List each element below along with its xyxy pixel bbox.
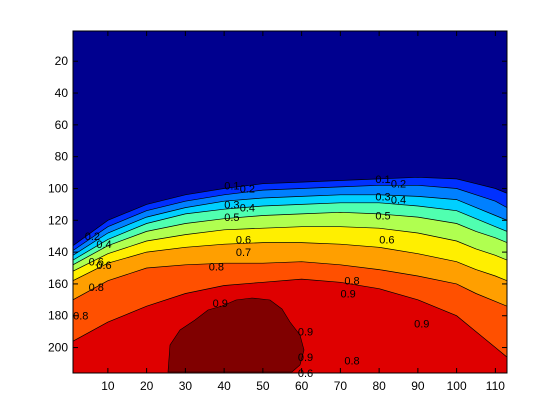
contour-label: 0.4 bbox=[240, 203, 255, 215]
contour-label: 0.3 bbox=[375, 191, 390, 203]
hot-core-region bbox=[167, 297, 305, 373]
plot-frame bbox=[72, 30, 508, 374]
contour-line bbox=[73, 226, 507, 272]
contour-label: 0.6 bbox=[379, 234, 394, 246]
x-tick-label: 30 bbox=[179, 379, 193, 393]
contour-label: 0.5 bbox=[224, 212, 239, 224]
y-tick-label: 100 bbox=[48, 181, 68, 195]
contour-label: 0.1 bbox=[375, 174, 390, 186]
contour-lines bbox=[73, 176, 507, 358]
contour-line bbox=[73, 184, 507, 251]
x-axis: 10 20 30 40 50 60 70 80 90 100 110 bbox=[101, 31, 505, 393]
contour-line bbox=[73, 242, 507, 282]
contour-label: 0.9 bbox=[213, 298, 228, 310]
contour-line bbox=[73, 261, 507, 307]
y-tick-label: 120 bbox=[48, 213, 68, 227]
x-tick-label: 40 bbox=[217, 379, 231, 393]
y-tick-label: 160 bbox=[48, 277, 68, 291]
contour-label: 0.4 bbox=[391, 195, 406, 207]
y-tick-label: 200 bbox=[48, 341, 68, 355]
contour-label: 0.6 bbox=[89, 257, 104, 269]
contour-line bbox=[73, 176, 507, 246]
y-tick-label: 80 bbox=[55, 150, 69, 164]
contour-line bbox=[73, 211, 507, 266]
contour-label: 0.9 bbox=[298, 352, 313, 364]
y-tick-label: 60 bbox=[55, 118, 69, 132]
contour-line bbox=[73, 202, 507, 261]
contour-label: 0.2 bbox=[391, 179, 406, 191]
contour-line bbox=[73, 194, 507, 256]
contour-label: 0.2 bbox=[240, 183, 255, 195]
y-tick-label: 20 bbox=[55, 54, 69, 68]
contour-label: 0.9 bbox=[340, 288, 355, 300]
contour-label: 0.9 bbox=[298, 327, 313, 339]
contour-line bbox=[73, 278, 507, 358]
x-tick-label: 60 bbox=[295, 379, 309, 393]
contour-label: 0.1 bbox=[224, 180, 239, 192]
contour-label: 0.9 bbox=[414, 319, 429, 331]
y-tick-label: 140 bbox=[48, 245, 68, 259]
x-tick-label: 20 bbox=[140, 379, 154, 393]
contour-label: 0.8 bbox=[73, 311, 88, 323]
contour-label: 0.8 bbox=[89, 282, 104, 294]
contour-label: 0.6 bbox=[236, 234, 251, 246]
x-tick-label: 90 bbox=[411, 379, 425, 393]
contour-labels: 0.1 0.20.3 0.40.50.60.70.80.90.1 0.20.3 0.40… bbox=[73, 174, 429, 380]
y-tick-label: 40 bbox=[55, 86, 69, 100]
contour-label: 0.6 bbox=[96, 260, 111, 272]
y-tick-label: 180 bbox=[48, 309, 68, 323]
y-axis: 20 40 60 80 100 120 140 160 180 200 bbox=[48, 54, 507, 355]
x-tick-label: 10 bbox=[101, 379, 115, 393]
x-tick-label: 50 bbox=[256, 379, 270, 393]
x-tick-label: 70 bbox=[334, 379, 348, 393]
contour-label: 0.7 bbox=[236, 247, 251, 259]
contour-label: 0.4 bbox=[96, 239, 111, 251]
contour-label: 0.8 bbox=[344, 276, 359, 288]
contour-label: 0.6 bbox=[298, 368, 313, 380]
x-tick-label: 80 bbox=[372, 379, 386, 393]
contour-label: 0.8 bbox=[209, 261, 224, 273]
contour-label: 0.3 bbox=[224, 199, 239, 211]
x-tick-label: 100 bbox=[447, 379, 467, 393]
x-tick-label: 110 bbox=[486, 379, 505, 393]
contour-label: 0.5 bbox=[375, 211, 390, 223]
contour-label: 0.2 bbox=[85, 231, 100, 243]
hot-core-blob bbox=[167, 297, 305, 373]
contour-label: 0.8 bbox=[344, 355, 359, 367]
